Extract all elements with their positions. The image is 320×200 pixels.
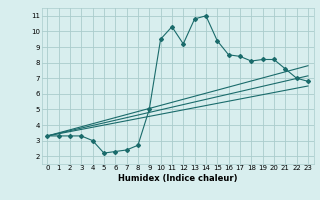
X-axis label: Humidex (Indice chaleur): Humidex (Indice chaleur) [118,174,237,183]
